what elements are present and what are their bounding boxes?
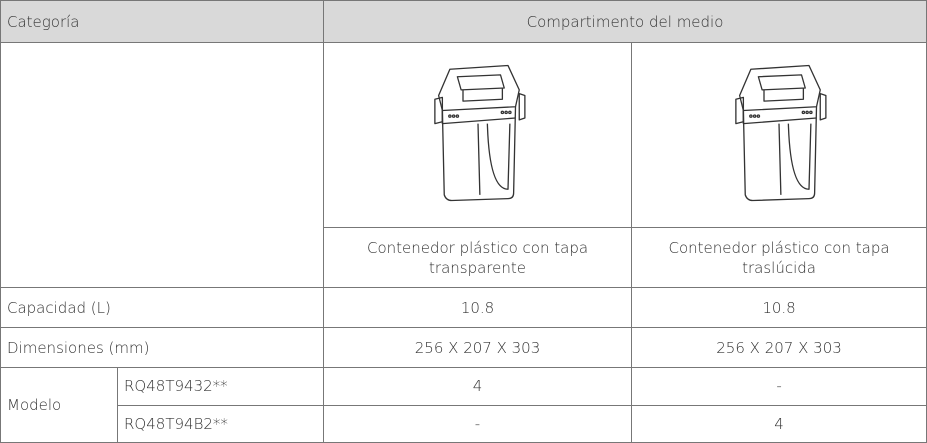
row: Capacidad (L) 10.8 10.8 xyxy=(0,287,927,328)
empty-cell xyxy=(0,42,325,288)
header-cell: Compartimento del medio xyxy=(323,0,927,43)
header-row: Categoría Compartimento del medio xyxy=(0,0,927,43)
container-image xyxy=(413,58,543,208)
image-cell xyxy=(631,42,927,228)
header-cell: Categoría xyxy=(0,0,325,43)
row-label: Dimensiones (mm) xyxy=(0,327,325,368)
label-row: Contenedor plástico con tapa transparent… xyxy=(1,227,927,288)
image-row xyxy=(0,42,927,288)
row: Dimensiones (mm) 256 X 207 X 303 256 X 2… xyxy=(0,327,927,368)
cell: 4 xyxy=(631,404,927,443)
product-label: Contenedor plástico con tapa traslúcida xyxy=(631,227,927,288)
model-row: Modelo RQ48T9432** 4 - xyxy=(0,367,927,443)
product-label: Contenedor plástico con tapa transparent… xyxy=(323,227,633,288)
image-cell xyxy=(323,42,633,228)
model-name: RQ48T9432** xyxy=(116,367,325,406)
model-name: RQ48T94B2** xyxy=(116,404,325,443)
cell: 256 X 207 X 303 xyxy=(323,327,633,368)
model-row: RQ48T94B2** - 4 xyxy=(1,404,927,443)
cell: 4 xyxy=(323,367,633,406)
cell: 10.8 xyxy=(323,287,633,328)
cell: - xyxy=(323,404,633,443)
cell: 10.8 xyxy=(631,287,927,328)
row-label: Capacidad (L) xyxy=(0,287,325,328)
cell: 256 X 207 X 303 xyxy=(631,327,927,368)
container-image xyxy=(714,58,844,208)
cell: - xyxy=(631,367,927,406)
row-label: Modelo xyxy=(0,367,118,443)
